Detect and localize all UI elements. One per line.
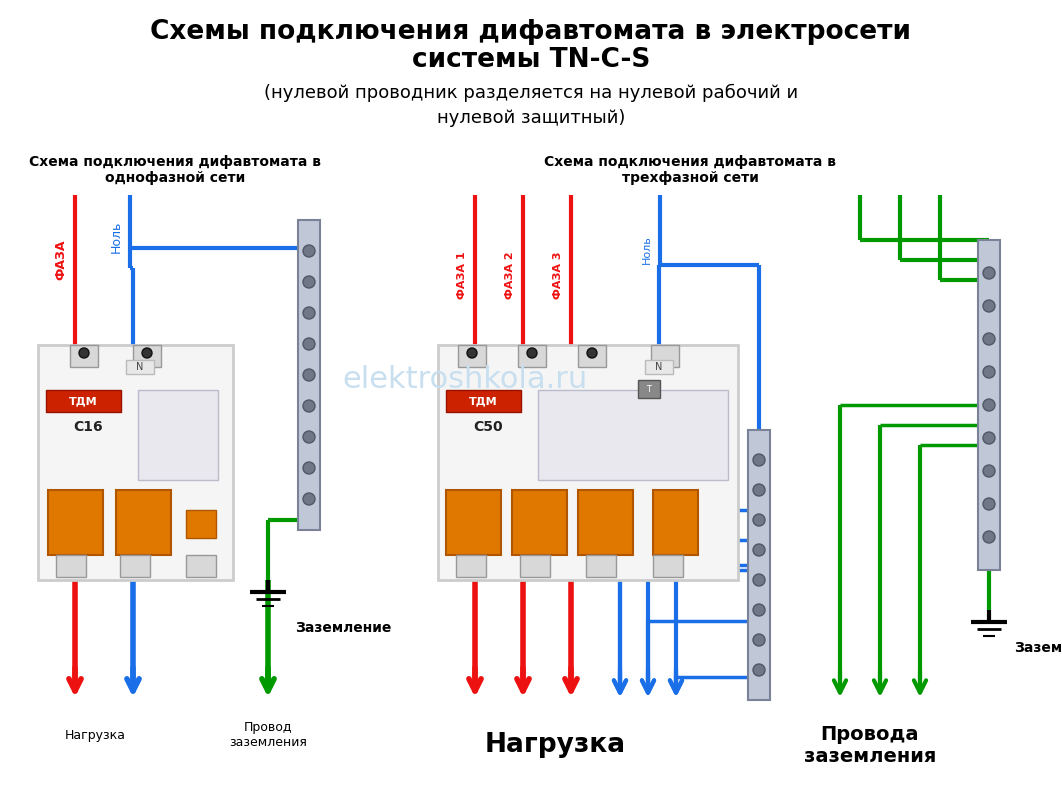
Circle shape [527,348,537,358]
Circle shape [983,300,995,312]
Circle shape [753,634,765,646]
Circle shape [983,432,995,444]
Bar [120,555,150,577]
Circle shape [753,604,765,616]
Circle shape [303,400,315,412]
Bar [38,345,233,580]
Text: Нагрузка: Нагрузка [484,732,626,758]
Text: (нулевой проводник разделяется на нулевой рабочий и: (нулевой проводник разделяется на нулево… [264,84,798,102]
Bar [298,220,320,530]
Bar [186,555,216,577]
Circle shape [983,399,995,411]
Circle shape [303,245,315,257]
Bar [578,345,606,367]
Text: ФАЗА 1: ФАЗА 1 [457,251,467,299]
Text: Схема подключения дифавтомата в: Схема подключения дифавтомата в [544,155,836,169]
Circle shape [303,431,315,443]
Bar [638,380,660,398]
Bar [133,345,161,367]
Circle shape [303,276,315,288]
Circle shape [753,514,765,526]
Text: N: N [655,362,663,372]
Text: N: N [136,362,143,372]
Bar [748,430,770,700]
Text: системы TN-C-S: системы TN-C-S [412,47,650,73]
Circle shape [983,498,995,510]
Bar [116,490,171,555]
Bar [518,345,546,367]
Circle shape [983,531,995,543]
Circle shape [983,267,995,279]
Bar [70,345,98,367]
Bar [578,490,633,555]
Bar [512,490,567,555]
Circle shape [79,348,89,358]
Text: С50: С50 [474,420,502,434]
Bar [46,390,121,412]
Circle shape [753,484,765,496]
Bar [446,490,501,555]
Text: нулевой защитный): нулевой защитный) [436,109,626,127]
Text: однофазной сети: однофазной сети [105,171,245,185]
Circle shape [753,574,765,586]
Circle shape [983,333,995,345]
Bar [438,345,738,580]
Text: С16: С16 [73,420,103,434]
Bar [653,555,683,577]
Bar [653,490,698,555]
Text: ФАЗА 3: ФАЗА 3 [553,251,563,299]
Text: ФАЗА: ФАЗА [54,240,68,280]
Bar [56,555,86,577]
Text: Заземление: Заземление [295,621,392,635]
Bar [458,345,486,367]
Circle shape [142,348,152,358]
Circle shape [753,454,765,466]
Text: Провода
заземления: Провода заземления [804,724,937,765]
Circle shape [983,465,995,477]
Circle shape [467,348,477,358]
Text: ТДМ: ТДМ [468,396,497,406]
Bar [645,360,673,374]
Text: ФАЗА 2: ФАЗА 2 [506,251,515,299]
Circle shape [753,544,765,556]
Text: Схемы подключения дифавтомата в электросети: Схемы подключения дифавтомата в электрос… [151,19,911,45]
Circle shape [303,338,315,350]
Bar [138,390,218,480]
Bar [520,555,550,577]
Bar [586,555,616,577]
Text: Провод
заземления: Провод заземления [229,721,307,749]
Circle shape [303,493,315,505]
Circle shape [303,369,315,381]
Text: Ноль: Ноль [109,221,122,253]
Text: T: T [647,384,651,394]
Text: ТДМ: ТДМ [69,396,98,406]
Text: Ноль: Ноль [643,236,652,264]
Text: Нагрузка: Нагрузка [65,729,125,742]
Bar [978,240,1000,570]
Text: Заземление: Заземление [1014,641,1062,655]
Bar [538,390,727,480]
Text: elektroshkola.ru: elektroshkola.ru [342,365,587,395]
Bar [446,390,521,412]
Text: Схема подключения дифавтомата в: Схема подключения дифавтомата в [29,155,321,169]
Circle shape [303,307,315,319]
Bar [186,510,216,538]
Circle shape [753,664,765,676]
Circle shape [303,462,315,474]
Bar [126,360,154,374]
Bar [48,490,103,555]
Circle shape [587,348,597,358]
Bar [651,345,679,367]
Bar [456,555,486,577]
Circle shape [983,366,995,378]
Text: трехфазной сети: трехфазной сети [621,171,758,185]
